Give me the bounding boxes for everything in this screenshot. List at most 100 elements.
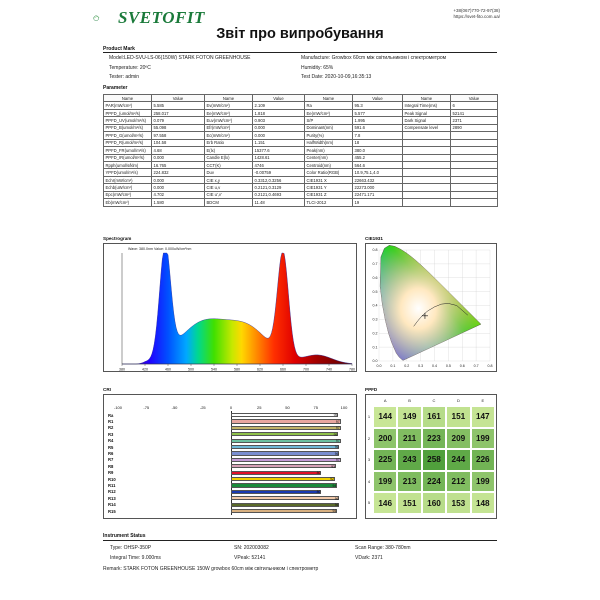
ppfd-cell: 153 [446,492,471,514]
param-value: 16.765 [151,160,205,170]
instrument-scan-range: Scan Range: 380-780nm [355,545,411,551]
cri-value-label: 96 [334,451,339,456]
param-value: 95.3 [352,101,403,110]
param-name: Euv(mW/cm²) [204,116,253,125]
ppfd-cell: 144 [373,406,398,428]
cri-category-label: R1 [108,418,114,424]
param-name: PAR(mW/cm²) [103,101,152,110]
param-name: CIE1931 X [304,175,353,185]
param-name: Ee(mW/cm²) [304,108,353,118]
param-value: 6 [450,101,498,110]
product-humidity: Humidity: 65% [301,65,334,71]
param-name: Dark Signal [402,116,451,125]
param-name: CIE u',v' [204,190,253,200]
cri-category-label: R6 [108,450,114,456]
param-name: Peak(nm) [304,146,353,155]
product-tester: Tester: admin [109,74,140,80]
product-mark-heading: Product Mark [103,46,135,52]
param-value: 1428.61 [252,153,305,162]
param-value [450,153,498,162]
product-test-date: Test Date: 2020-10-09,16:35:13 [301,74,372,80]
param-name: PPFD_IR(umol/m²/s) [103,153,152,162]
cri-bar [231,489,322,494]
cri-category-label: R2 [108,425,114,431]
param-name: PPFD_B(umol/m²/s) [103,123,152,133]
cri-heading: CRI [103,387,111,392]
param-name: Peak Signal [402,108,451,118]
cri-category-label: R10 [108,476,116,482]
param-name: TLCI-2012 [304,198,353,207]
cri-category-label: R3 [108,431,114,437]
param-value [450,198,498,207]
table-row: Eb(mW/cm²) 1.580 BDCM 11.48 TLCI-2012 19 [103,198,498,207]
cri-value-label: 92 [330,477,334,482]
ppfd-row-label: 5 [367,500,371,506]
cri-bar [231,496,340,501]
x-tick-label: 620 [257,368,263,372]
page-title: Звіт про випробування [216,26,384,42]
param-value: 18 [352,138,403,148]
param-name: Echb(uW/cm²) [103,183,152,192]
cri-tick-label: 100 [340,405,348,410]
param-value: 0.000 [151,175,205,185]
cri-category-label: R14 [108,502,116,508]
param-value: 1.818 [252,108,305,118]
param-value [450,131,498,140]
param-name: Echr(mW/cm²) [103,175,152,185]
param-value: 0.000 [151,153,205,162]
param-name: PPFD_FR(umol/m²/s) [103,146,152,155]
x-tick-label: 420 [142,368,148,372]
cri-value-label: 93 [331,464,336,469]
ppfd-column-label: C [432,398,436,403]
ppfd-cell: 199 [470,470,495,493]
param-value: 55.098 [151,123,205,133]
cri-tick-label: 25 [257,405,262,410]
param-value: 455.2 [352,153,403,162]
cri-value-label: 96 [334,496,339,501]
ppfd-column-label: E [481,398,485,403]
cri-category-label: R11 [108,482,116,488]
param-header: Name [204,93,253,103]
cri-tick-label: -25 [199,405,206,410]
x-tick-label: 0.3 [418,364,423,368]
ppfd-cell: 224 [421,470,447,493]
product-temperature: Temperature: 20ºC [109,65,151,71]
contact-info: +38(067)770-72-97(38) https://svet-fito.… [453,8,500,20]
param-name [402,146,451,155]
cri-bar [231,419,341,424]
instrument-remark: Remark: STARK FOTON GREENHOUSE 150W grow… [103,566,319,572]
param-value: 0.903 [252,116,305,125]
y-tick-label: 0.1 [373,345,378,349]
param-name: HalfWidth(nm) [304,138,353,148]
table-row: YPFD(umol/m²/s) 224.832 Duv -0.00759 Color R… [103,168,498,177]
cri-tick-label: 0 [229,405,233,410]
ppfd-column-label: B [408,398,411,403]
ppfd-cell: 244 [446,449,471,471]
param-value: 380.0 [352,146,403,155]
ppfd-cell: 149 [397,406,422,428]
y-tick-label: 0.3 [373,318,378,322]
param-header: Value [450,93,498,103]
table-row: Echb(uW/cm²) 0.000 CIE u,v 0.2121,0.3129 CIE… [103,183,498,192]
cri-category-label: R8 [108,463,114,469]
contact-phone: +38(067)770-72-97(38) [453,8,500,13]
ppfd-column-label: D [456,398,460,403]
cri-bar [231,483,338,488]
table-row: Echr(mW/cm²) 0.000 CIE x,y 0.3312,0.3256 CIE… [103,175,498,185]
x-tick-label: 0.2 [404,364,409,368]
param-value: 0.079 [151,116,205,125]
param-value: 2371 [450,116,498,125]
param-name [402,138,451,148]
instrument-type: Type: OHSP-350P [110,545,152,551]
cri-bar [231,413,339,418]
contact-site[interactable]: https://svet-fito.com.ua/ [453,14,500,19]
param-value: 1.995 [352,116,403,125]
param-name: CIE1931 Y [304,183,353,192]
cri-value-label: 95 [333,432,338,437]
param-value: 4746 [252,160,305,170]
cri-value-label: 94 [332,483,337,488]
cri-category-label: R13 [108,495,116,501]
param-value: 10.9,75.1,4.0 [352,168,403,177]
param-value: 0.3312,0.3256 [252,175,305,185]
param-value: 591.6 [352,123,403,133]
